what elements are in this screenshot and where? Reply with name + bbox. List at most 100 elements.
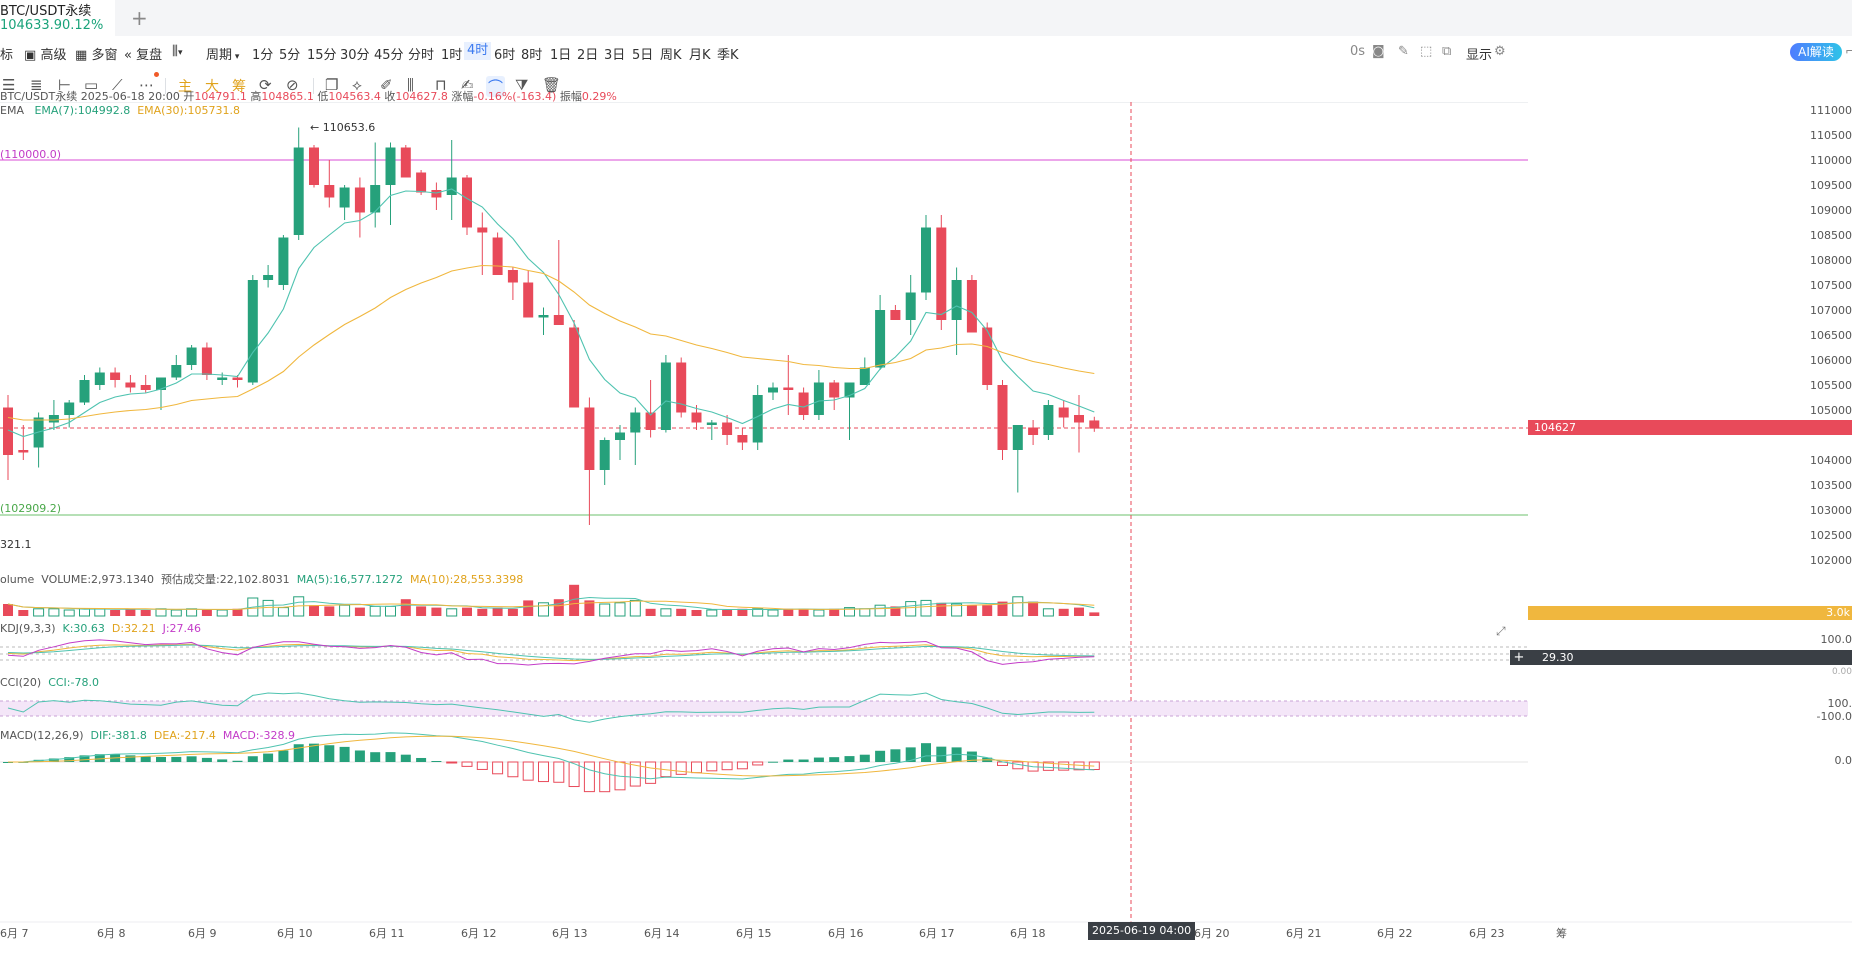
interval-5d[interactable]: 5日 [632, 48, 654, 63]
add-tab-icon[interactable]: + [131, 6, 148, 30]
candle-body [278, 237, 289, 285]
x-axis-label: 6月 7 [0, 927, 29, 940]
volume-bar [477, 608, 488, 616]
copy-icon[interactable]: ❐ [325, 76, 339, 94]
magnet-icon[interactable]: ⌒ [486, 76, 506, 97]
interval-30m[interactable]: 30分 [340, 48, 370, 63]
candle-body [110, 372, 121, 380]
interval-8h[interactable]: 8时 [521, 48, 543, 63]
interval-6h[interactable]: 6时 [494, 48, 516, 63]
hide-drawing-icon[interactable]: ⊘ [286, 76, 299, 94]
candle [232, 375, 243, 388]
trend-line-icon[interactable]: ⟋ [112, 76, 123, 94]
pen-icon[interactable]: ✎ [1398, 44, 1409, 59]
volume-bar [890, 606, 901, 616]
candle-body [584, 407, 595, 470]
kdj-j: J:27.46 [162, 622, 202, 635]
advanced-label: 高级 [40, 48, 67, 63]
multiwindow-button[interactable]: ▦ 多窗 [75, 44, 117, 63]
macd-bar [431, 761, 442, 763]
trash-icon[interactable]: 🗑 [542, 76, 562, 94]
macd-bar [354, 750, 365, 762]
indicator-button[interactable]: 标 [0, 48, 14, 63]
price-chart[interactable] [0, 102, 1852, 952]
ai-analysis-button[interactable]: AI解读 [1790, 43, 1842, 61]
macd-bar [921, 743, 931, 762]
price-axis-label: 107000 [1810, 304, 1852, 317]
gear-icon[interactable]: ⚙ [1494, 44, 1506, 59]
candle-body [844, 382, 855, 398]
filter-icon[interactable]: ⧩ [515, 76, 529, 94]
extra-icon[interactable]: ⌐ [1845, 44, 1852, 58]
lock-icon[interactable]: ⊓ [435, 76, 447, 94]
interval-timeline[interactable]: 分时 [408, 48, 435, 63]
interval-1h[interactable]: 1时 [441, 48, 463, 63]
fullscreen-icon[interactable]: ⬚ [1420, 44, 1433, 59]
interval-4h[interactable]: 4时 [464, 42, 492, 60]
camera-icon[interactable]: ◙ [1372, 44, 1385, 59]
x-axis-label: 6月 21 [1286, 927, 1322, 940]
rectangle-icon[interactable]: ▭ [84, 76, 99, 94]
interval-45m[interactable]: 45分 [374, 48, 404, 63]
candle [94, 367, 105, 390]
symbol-tab[interactable]: BTC/USDT永续 104633.9 0.12% [0, 0, 115, 36]
ray-line-icon[interactable]: ⊢ [58, 76, 72, 94]
volume-bar [997, 601, 1008, 616]
volume-bar [79, 608, 90, 617]
ruler-icon[interactable]: ⟡ [352, 76, 362, 94]
macd-bar [768, 761, 778, 763]
candle [722, 415, 733, 445]
interval-month[interactable]: 月K [689, 48, 711, 63]
interval-15m[interactable]: 15分 [307, 48, 337, 63]
refresh-icon[interactable]: ⟳ [259, 76, 272, 94]
candle-style-icon[interactable]: ⫼ [407, 76, 414, 94]
volume-bar [201, 610, 212, 616]
candle-body [875, 310, 886, 368]
edit-note-icon[interactable]: ✍ [461, 76, 474, 94]
replay-button[interactable]: « 复盘 [124, 44, 162, 63]
candle [706, 420, 717, 440]
horizontal-lines-icon[interactable]: ☰ [2, 76, 16, 94]
big-order-button[interactable]: 大 [205, 79, 219, 95]
macd-bar [217, 759, 228, 762]
interval-3d[interactable]: 3日 [604, 48, 626, 63]
volume-bar [186, 608, 198, 617]
replay-label: 复盘 [136, 48, 163, 63]
expand-icon[interactable]: ⤢ [1496, 624, 1506, 638]
restore-icon[interactable]: ⧉ [1442, 44, 1452, 59]
more-tools-icon[interactable]: ⋯ [139, 76, 154, 94]
interval-week[interactable]: 周K [660, 48, 682, 63]
candle-body [859, 367, 870, 385]
interval-2d[interactable]: 2日 [577, 48, 599, 63]
candle-body [507, 270, 518, 283]
volume-bar [48, 608, 60, 617]
misc-value: 321.1 [0, 538, 32, 551]
kdj-legend: KDJ(9,3,3) K:30.63 D:32.21 J:27.46 [0, 622, 201, 635]
volume-bar [553, 599, 564, 616]
interval-1d[interactable]: 1日 [550, 48, 572, 63]
display-button[interactable]: 显示 [1466, 48, 1493, 63]
chip-button[interactable]: 筹 [232, 79, 246, 95]
volume-bar [783, 608, 794, 616]
interval-1m[interactable]: 1分 [252, 48, 274, 63]
macd-bar [859, 754, 870, 762]
interval-5m[interactable]: 5分 [279, 48, 301, 63]
volume-bar [400, 599, 411, 616]
multiwindow-icon: ▦ [75, 48, 88, 63]
x-axis-label: 6月 20 [1194, 927, 1230, 940]
macd-bar [79, 755, 90, 762]
chart-type-button[interactable]: ⫼▾ [172, 44, 183, 59]
add-alert-button[interactable]: + [1510, 650, 1528, 665]
x-axis-label: 6月 14 [644, 927, 680, 940]
period-button[interactable]: 周期 ▾ [206, 44, 239, 63]
candle [966, 275, 977, 333]
volume-bar [63, 609, 75, 617]
advanced-button[interactable]: ▣ 高级 [24, 44, 66, 63]
main-force-button[interactable]: 主 [178, 79, 192, 95]
macd-bar [813, 757, 824, 762]
brush-icon[interactable]: ✐ [380, 76, 393, 94]
price-axis-label: 109000 [1810, 204, 1852, 217]
parallel-lines-icon[interactable]: ≣ [30, 76, 43, 94]
interval-season[interactable]: 季K [717, 48, 739, 63]
candle [79, 375, 90, 405]
